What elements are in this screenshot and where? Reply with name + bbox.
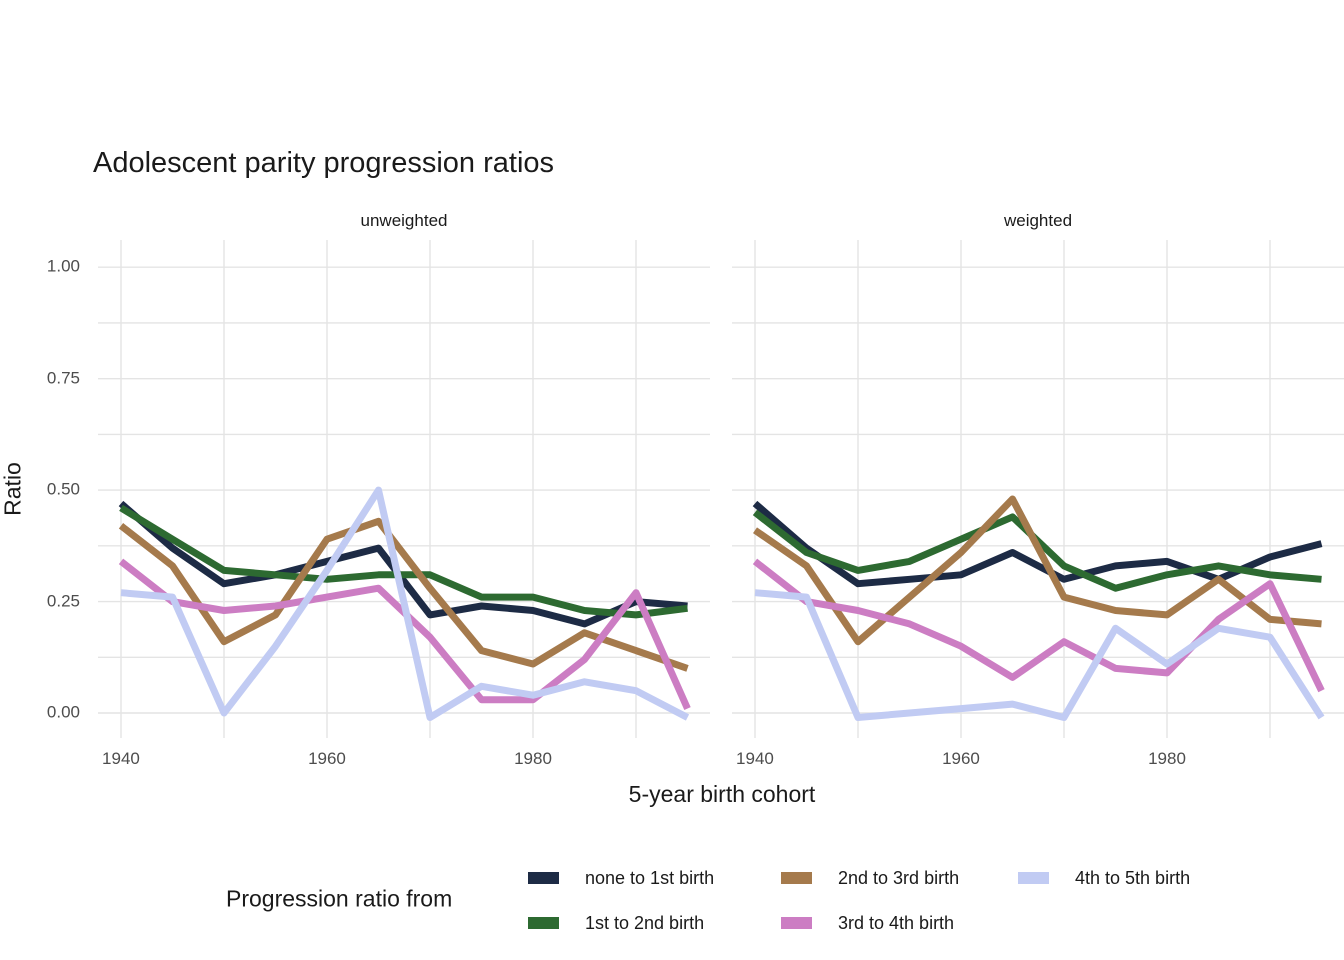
facet-label-unweighted: unweighted bbox=[360, 211, 448, 230]
legend-item-third_to_4th: 3rd to 4th birth bbox=[781, 913, 954, 933]
legend-item-second_to_3rd: 2nd to 3rd birth bbox=[781, 868, 959, 888]
series-line-fourth_to_5th bbox=[754, 589, 1325, 721]
legend-label-none_to_1st: none to 1st birth bbox=[585, 867, 715, 888]
series-line-second_to_3rd bbox=[753, 495, 1322, 646]
legend-item-first_to_2nd: 1st to 2nd birth bbox=[528, 913, 704, 933]
y-tick-label-0.00: 0.00 bbox=[46, 702, 80, 722]
legend-item-none_to_1st: none to 1st birth bbox=[528, 868, 714, 888]
y-axis-title: Ratio bbox=[0, 462, 26, 516]
legend-label-third_to_4th: 3rd to 4th birth bbox=[838, 912, 955, 933]
legend-key-line-fourth_to_5th bbox=[1018, 872, 1049, 884]
legend-label-fourth_to_5th: 4th to 5th birth bbox=[1075, 867, 1191, 888]
series-line-third_to_4th bbox=[752, 558, 1325, 693]
series-line-none_to_1st bbox=[118, 500, 688, 628]
y-tick-label-0.25: 0.25 bbox=[46, 591, 80, 611]
series-line-fourth_to_5th bbox=[120, 486, 690, 721]
legend-label-first_to_2nd: 1st to 2nd birth bbox=[585, 912, 705, 933]
legend-key-line-third_to_4th bbox=[781, 917, 812, 929]
legend-key-line-second_to_3rd bbox=[781, 872, 812, 884]
legend-key-line-none_to_1st bbox=[528, 872, 559, 884]
x-tick-label-weighted-1940: 1940 bbox=[736, 749, 774, 768]
x-tick-label-weighted-1980: 1980 bbox=[1148, 749, 1186, 768]
y-tick-label-1.00: 1.00 bbox=[46, 256, 80, 276]
x-tick-label-unweighted-1940: 1940 bbox=[102, 749, 140, 768]
chart-title: Adolescent parity progression ratios bbox=[93, 147, 555, 179]
y-tick-label-0.50: 0.50 bbox=[46, 479, 80, 499]
gridlines bbox=[98, 240, 710, 738]
series-line-second_to_3rd bbox=[118, 517, 689, 672]
x-tick-label-weighted-1960: 1960 bbox=[942, 749, 980, 768]
legend-item-fourth_to_5th: 4th to 5th birth bbox=[1018, 868, 1190, 888]
legend-key-line-first_to_2nd bbox=[528, 917, 559, 929]
panel-weighted bbox=[732, 240, 1344, 738]
y-tick-label-0.75: 0.75 bbox=[46, 368, 80, 388]
facet-label-weighted: weighted bbox=[1003, 211, 1073, 230]
panel-unweighted bbox=[98, 240, 710, 738]
x-tick-label-unweighted-1980: 1980 bbox=[514, 749, 552, 768]
legend-title: Progression ratio from bbox=[226, 885, 453, 912]
series-line-none_to_1st bbox=[752, 500, 1323, 588]
legend-label-second_to_3rd: 2nd to 3rd birth bbox=[838, 867, 960, 888]
x-axis-title: 5-year birth cohort bbox=[628, 781, 816, 807]
x-tick-label-unweighted-1960: 1960 bbox=[308, 749, 346, 768]
series-line-first_to_2nd bbox=[119, 504, 688, 619]
